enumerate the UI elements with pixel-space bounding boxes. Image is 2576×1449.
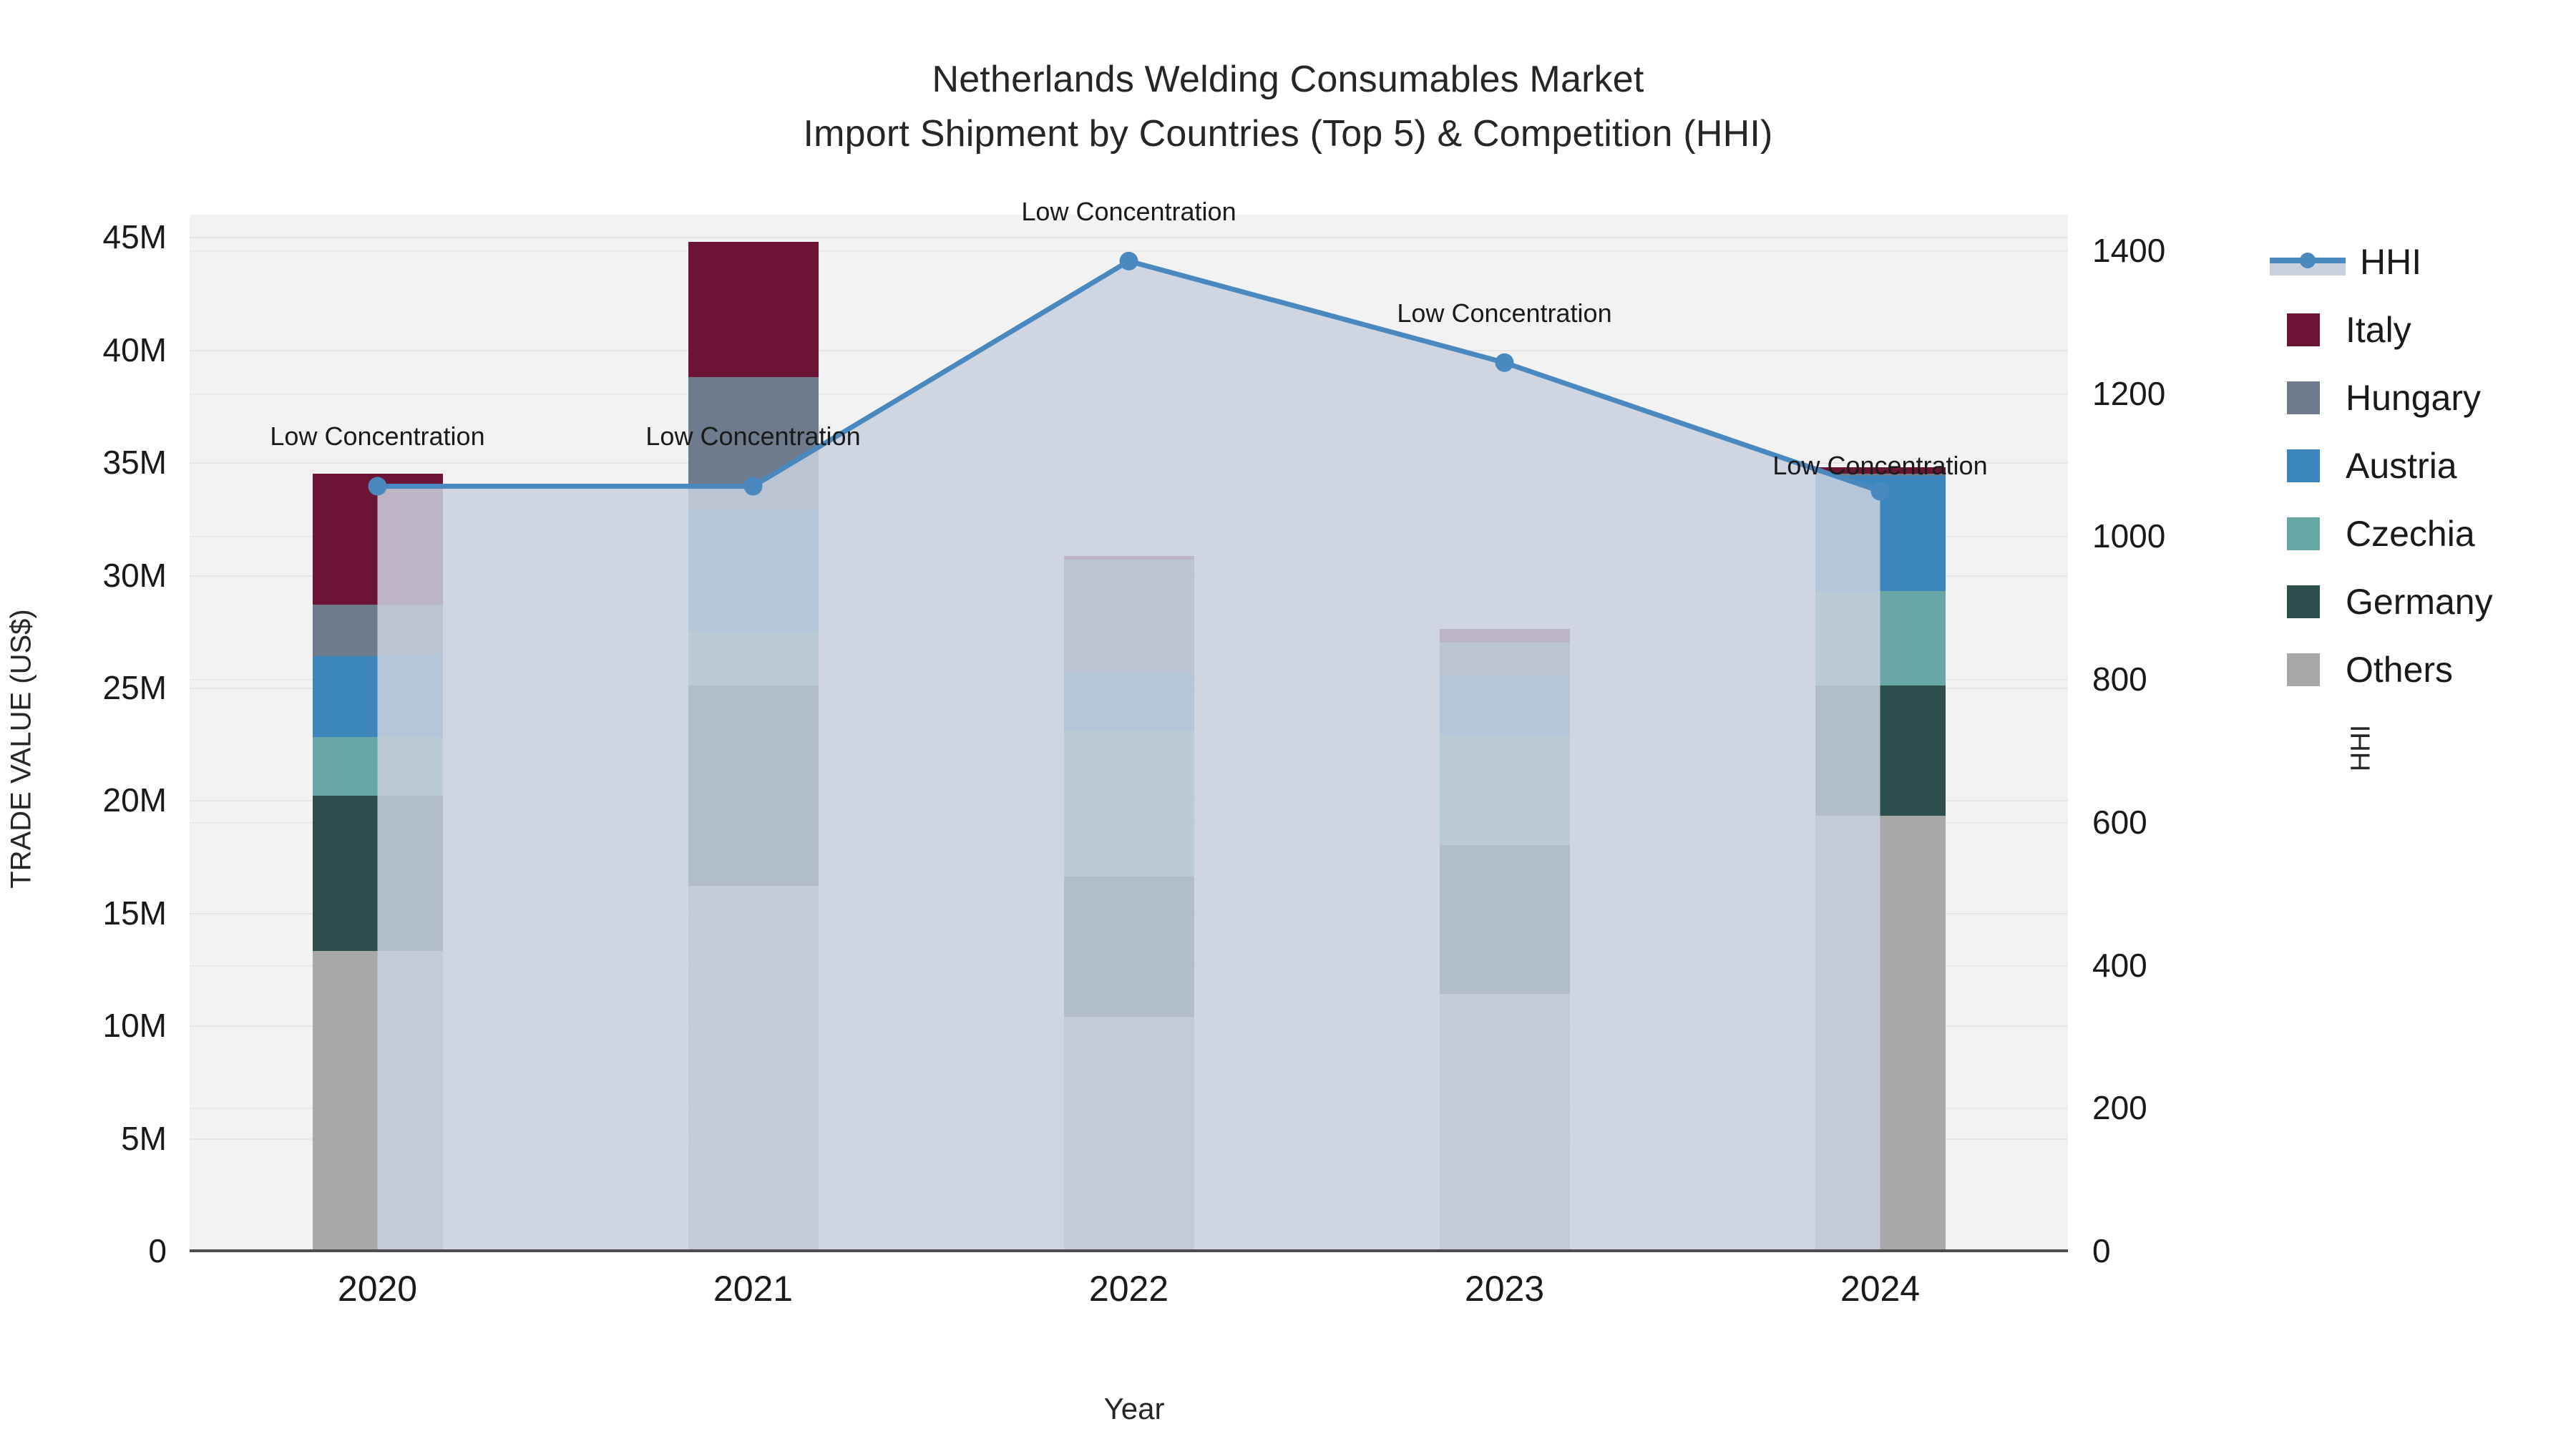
plot-area [190,215,2068,1251]
legend-item-label: HHI [2360,241,2422,282]
x-axis-tick-label: 2024 [1840,1269,1921,1309]
y-axis-left-tick-label: 40M [102,331,167,369]
y-axis-right-tick-label: 0 [2092,1232,2111,1269]
legend-color-swatch [2287,653,2320,686]
legend-item-label: Hungary [2346,377,2481,418]
y-axis-left-tick-label: 0 [148,1232,167,1269]
x-axis-tick-label: 2023 [1464,1269,1545,1309]
chart-subtitle: Import Shipment by Countries (Top 5) & C… [803,112,1773,155]
chart-annotation: Low Concentration [1397,298,1612,328]
x-axis-tick-label: 2020 [337,1269,418,1309]
hhi-markers [368,251,1890,501]
gridline-right [190,250,2068,252]
x-axis-tick-label: 2021 [713,1269,794,1309]
y-axis-right-tick-label: 600 [2092,803,2147,841]
legend-line-icon [2270,245,2346,278]
legend-item[interactable]: Italy [2270,296,2570,364]
y-axis-left-tick-label: 10M [102,1007,167,1045]
chart-title-block: Netherlands Welding Consumables Market I… [0,56,2576,158]
y-axis-left-tick-label: 15M [102,894,167,932]
chart-annotation: Low Concentration [645,421,861,452]
hhi-marker [1870,482,1890,501]
y-axis-left-tick-label: 20M [102,781,167,819]
hhi-series-layer [368,251,1890,1251]
legend-item-label: Czechia [2346,513,2475,554]
y-axis-right-tick-label: 1400 [2092,231,2166,269]
chart-annotation: Low Concentration [1772,451,1988,481]
y-axis-left-tick-label: 5M [121,1119,167,1157]
hhi-marker [1495,353,1514,372]
legend-area-band [2270,263,2346,275]
legend-color-swatch [2287,313,2320,346]
legend-color-swatch [2287,585,2320,618]
legend-item-label: Others [2346,649,2454,690]
legend-color-swatch [2287,517,2320,550]
bar-segment [1815,474,1946,477]
chart-annotation: Low Concentration [270,421,485,452]
x-axis-tick-label: 2022 [1088,1269,1169,1309]
bar-segment [1815,467,1946,474]
y-axis-left-ticks: 0 5M 10M 15M 20M 25M 30M 35M 40M 45M [0,0,190,1449]
hhi-marker [743,477,763,496]
y-axis-left-tick-label: 30M [102,556,167,594]
hhi-marker [368,477,387,496]
legend-item[interactable]: Germany [2270,567,2570,635]
legend-item[interactable]: Austria [2270,431,2570,499]
legend-item-label: Germany [2346,581,2493,622]
legend-item[interactable]: HHI [2270,228,2570,296]
chart-title: Netherlands Welding Consumables Market [932,59,1644,100]
hhi-area-fill [377,260,1880,1251]
y-axis-right-tick-label: 1200 [2092,374,2166,412]
y-axis-left-tick-label: 25M [102,669,167,707]
y-axis-right-tick-label: 800 [2092,660,2147,698]
y-axis-right-tick-label: 200 [2092,1089,2147,1127]
chart-legend: HHI Italy Hungary Austria Czechia Germany Othe… [2270,228,2570,703]
y-axis-left-tick-label: 45M [102,218,167,256]
legend-item-label: Austria [2346,445,2457,486]
legend-color-swatch [2287,449,2320,482]
bar-segment [688,241,819,377]
legend-item-label: Italy [2346,309,2411,350]
x-axis-title: Year [1103,1392,1165,1425]
legend-color-swatch [2287,381,2320,414]
y-axis-right-ticks: 0 200 400 600 800 1000 1200 1400 [2068,0,2354,1449]
legend-marker-dot [2300,252,2316,268]
y-axis-left-tick-label: 35M [102,444,167,482]
legend-item[interactable]: Czechia [2270,499,2570,567]
y-axis-right-tick-label: 400 [2092,946,2147,984]
y-axis-left-title: TRADE VALUE (US$) [5,609,37,889]
legend-item[interactable]: Others [2270,635,2570,703]
x-axis-line [190,1249,2068,1252]
hhi-marker [1119,251,1138,270]
chart-annotation: Low Concentration [1021,196,1236,226]
gridline-left [190,237,2068,239]
y-axis-right-tick-label: 1000 [2092,517,2166,555]
legend-item[interactable]: Hungary [2270,364,2570,431]
